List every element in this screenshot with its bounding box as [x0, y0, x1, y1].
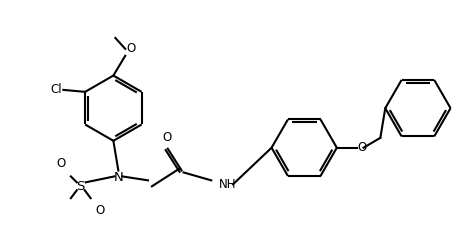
Text: N: N: [113, 171, 123, 185]
Text: S: S: [76, 180, 85, 193]
Text: Cl: Cl: [51, 83, 62, 96]
Text: O: O: [357, 141, 367, 154]
Text: NH: NH: [219, 178, 237, 191]
Text: O: O: [96, 204, 105, 217]
Text: O: O: [57, 158, 66, 170]
Text: O: O: [126, 42, 136, 55]
Text: O: O: [162, 131, 171, 144]
